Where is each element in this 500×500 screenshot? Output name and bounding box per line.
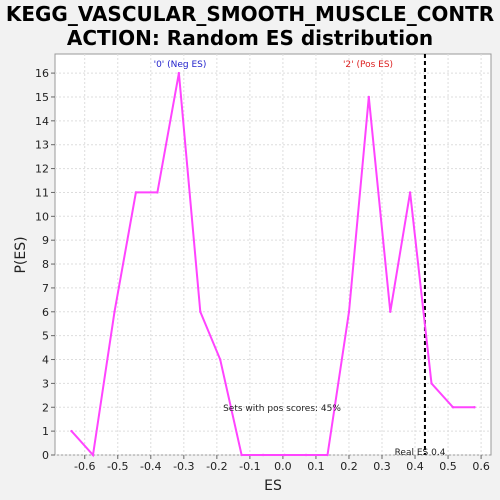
plot-area [54,53,492,456]
data-point [283,453,286,457]
x-tick-label: 0.4 [406,460,424,473]
series-layer [70,71,476,458]
chart-title-line-2: ACTION: Random ES distribution [66,26,434,50]
chart-title: KEGG_VASCULAR_SMOOTH_MUSCLE_CONTR ACTION… [0,2,500,50]
data-point [326,453,329,457]
x-tick-label: 0.3 [373,460,391,473]
y-tick-label: 2 [42,401,49,414]
real-es-label: Real ES 0.4 [395,448,446,458]
x-axis-label: ES [264,478,282,494]
x-tick-label: -0.1 [239,460,260,473]
data-point [199,310,202,313]
data-point [70,429,73,433]
x-tick-label: -0.6 [74,460,95,473]
y-tick-label: 16 [35,67,49,80]
grid-lines [55,54,491,456]
y-tick-label: 13 [35,139,49,152]
data-point [304,453,308,457]
data-point [473,406,476,409]
y-tick-label: 9 [42,234,49,247]
data-point [134,191,138,194]
data-point [218,358,222,361]
y-tick-label: 10 [35,210,49,223]
y-tick-label: 1 [42,425,49,438]
y-tick-label: 14 [35,115,49,128]
y-tick-label: 5 [42,330,49,343]
data-point [451,406,455,409]
x-tick-label: 0.1 [307,460,325,473]
series-line [70,72,475,458]
y-tick-label: 6 [42,306,49,319]
x-tick-label: 0.6 [472,460,490,473]
y-axis-label: P(ES) [13,236,29,273]
data-point [430,382,433,385]
data-point [408,191,412,194]
data-point [91,453,95,457]
x-tick-label: 0.0 [274,460,292,473]
data-point [261,453,265,457]
x-tick-label: -0.3 [173,460,194,473]
y-tick-label: 8 [42,258,49,271]
y-tick-label: 11 [35,186,49,199]
y-tick-label: 12 [35,163,49,176]
y-tick-label: 4 [42,354,49,367]
y-tick-label: 7 [42,282,49,295]
x-tick-label: -0.5 [107,460,128,473]
pos-scores-label: Sets with pos scores: 45% [223,404,341,414]
x-tick-label: -0.4 [140,460,161,473]
pos-es-label: '2' (Pos ES) [343,60,393,70]
y-tick-label: 0 [42,449,49,462]
neg-es-label: '0' (Neg ES) [154,60,207,70]
chart-title-line-1: KEGG_VASCULAR_SMOOTH_MUSCLE_CONTR [5,2,495,26]
data-point [389,310,392,313]
x-tick-label: 0.5 [439,460,457,473]
data-point [367,95,370,99]
data-point [156,191,159,194]
data-point [240,453,243,457]
x-tick-label: 0.2 [340,460,358,473]
x-tick-label: -0.2 [206,460,227,473]
y-tick-label: 15 [35,91,49,104]
y-tick-label: 3 [42,377,49,390]
data-point [347,310,351,313]
data-point [113,310,116,313]
data-point [177,71,181,75]
